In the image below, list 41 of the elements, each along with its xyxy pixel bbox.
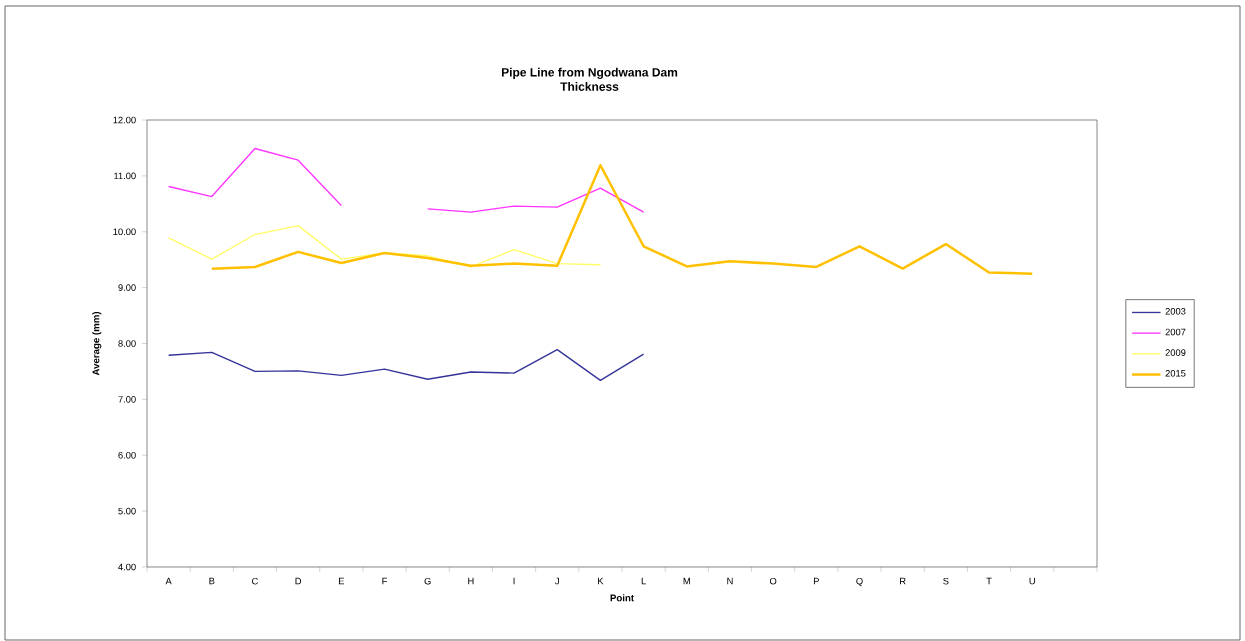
x-axis-title: Point [610, 594, 634, 602]
legend-label: 2009 [1165, 349, 1186, 356]
y-tick-label: 12.00 [113, 116, 136, 124]
x-tick-label: N [727, 577, 733, 585]
x-tick-label: M [683, 577, 690, 585]
y-axis-title: Average (mm) [92, 311, 102, 376]
x-tick-label: F [382, 577, 387, 585]
x-tick-label: P [813, 577, 819, 585]
y-tick-label: 9.00 [118, 284, 136, 291]
x-tick-label: E [338, 577, 345, 585]
x-tick-label: K [598, 577, 604, 585]
y-tick-label: 7.00 [118, 396, 136, 403]
x-tick-label: U [1029, 577, 1035, 585]
y-tick-label: 10.00 [113, 228, 136, 236]
chart-title: Pipe Line from Ngodwana Dam [501, 67, 678, 79]
x-tick-label: J [555, 577, 559, 585]
x-tick-label: G [424, 577, 431, 585]
x-tick-label: B [209, 577, 215, 585]
x-tick-label: O [769, 577, 777, 585]
x-tick-label: D [295, 577, 302, 585]
x-tick-label: H [468, 577, 474, 585]
y-tick-label: 4.00 [118, 563, 136, 571]
y-tick-label: 11.00 [114, 172, 136, 180]
x-tick-label: R [900, 577, 906, 585]
x-tick-label: Q [856, 577, 863, 587]
chart-subtitle: Thickness [560, 82, 619, 91]
legend-label: 2003 [1165, 307, 1186, 315]
x-tick-label: C [252, 577, 258, 585]
line-series [210, 164, 1034, 275]
y-tick-label: 6.00 [118, 451, 136, 459]
legend-label: 2007 [1165, 328, 1186, 336]
y-tick-label: 5.00 [118, 507, 136, 515]
x-tick-label: T [986, 577, 992, 585]
x-tick-label: A [165, 577, 172, 585]
y-tick-label: 8.00 [118, 340, 136, 347]
line-series [167, 224, 602, 268]
x-tick-label: L [641, 577, 646, 585]
x-tick-label: S [943, 577, 949, 585]
line-series [167, 348, 645, 382]
legend-label: 2015 [1165, 370, 1186, 377]
x-tick-label: I [513, 577, 515, 585]
